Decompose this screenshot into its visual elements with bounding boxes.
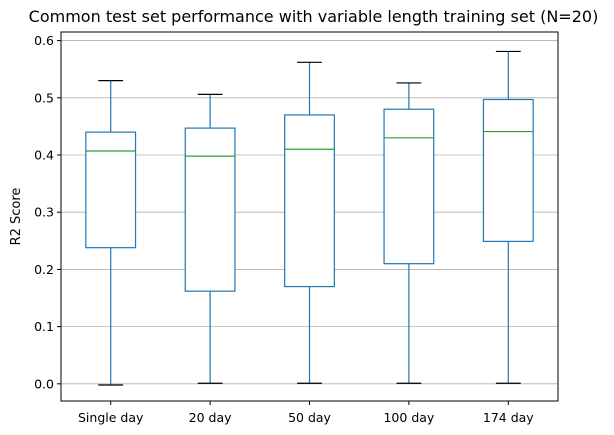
y-tick-label: 0.5: [34, 90, 54, 105]
y-tick-label: 0.4: [34, 148, 54, 163]
x-tick-label: Single day: [78, 410, 144, 425]
iqr-box: [85, 131, 137, 249]
x-tick-label: 100 day: [383, 410, 434, 425]
y-axis-label: R2 Score: [9, 188, 24, 246]
x-tick-label: 50 day: [288, 410, 331, 425]
x-tick-label: 20 day: [189, 410, 232, 425]
chart-title: Common test set performance with variabl…: [29, 7, 599, 26]
y-tick-label: 0.3: [34, 205, 54, 220]
iqr-box: [383, 108, 435, 265]
y-tick-label: 0.6: [34, 33, 54, 48]
x-tick-label: 174 day: [483, 410, 534, 425]
iqr-box: [184, 127, 236, 292]
iqr-box: [482, 98, 534, 242]
y-tick-label: 0.2: [34, 262, 54, 277]
y-tick-label: 0.1: [34, 319, 54, 334]
iqr-box: [284, 114, 335, 288]
y-tick-label: 0.0: [34, 376, 54, 391]
